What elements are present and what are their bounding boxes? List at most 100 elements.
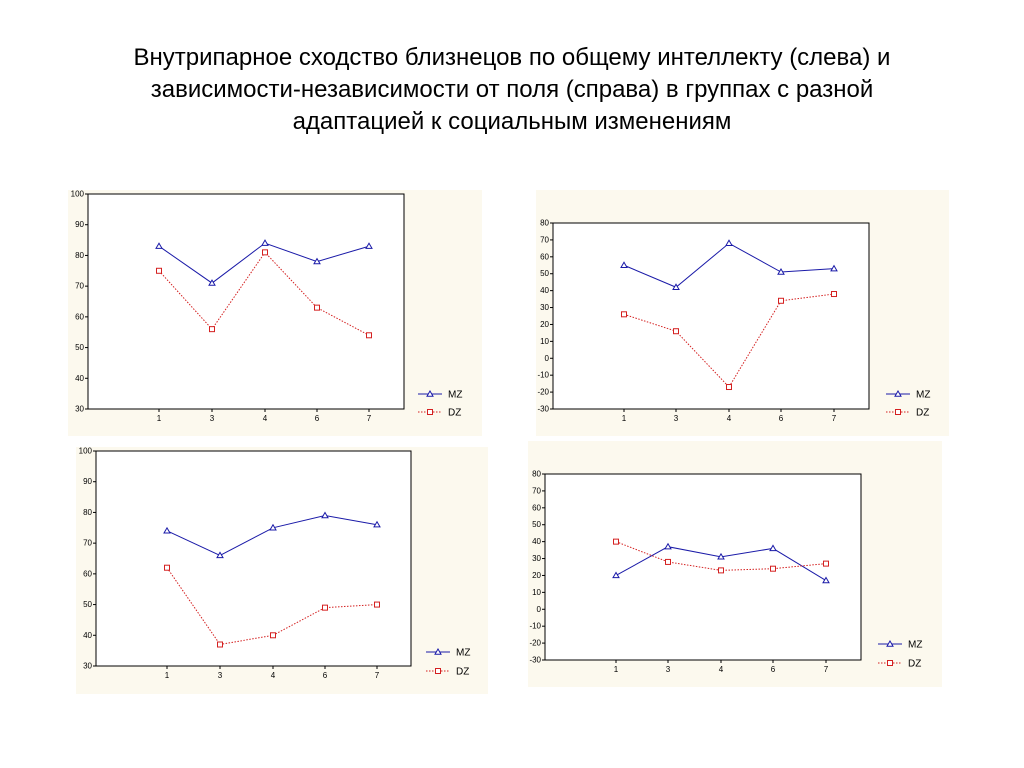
data-point-dz: [156, 267, 162, 274]
data-point-dz: [831, 291, 837, 298]
data-point-mz: [777, 268, 785, 275]
legend-label-dz: DZ: [908, 659, 921, 670]
y-tick-label: 30: [75, 405, 84, 414]
x-tick-label: 3: [666, 665, 671, 674]
x-tick-label: 1: [614, 665, 619, 674]
title-line-2: зависимости-независимости от поля (справ…: [150, 76, 874, 103]
y-tick-label: 40: [540, 286, 549, 295]
y-tick-label: 70: [540, 235, 549, 244]
x-tick-label: 1: [157, 414, 162, 423]
data-point-dz: [322, 604, 328, 611]
y-tick-label: 60: [532, 503, 541, 512]
legend-marker-dz: [895, 409, 901, 415]
y-tick-label: 80: [83, 508, 92, 517]
title-line-1: Внутрипарное сходство близнецов по общем…: [133, 44, 891, 71]
data-point-dz: [270, 632, 276, 639]
y-tick-label: 0: [537, 605, 542, 614]
chart-svg: 80 70 60 50 40 30 20 10 0 -10 -20 -30 1 3 4 6 7 MZ DZ: [528, 441, 942, 687]
y-tick-label: 80: [532, 470, 541, 479]
data-point-mz: [365, 242, 373, 249]
data-point-mz: [155, 242, 163, 249]
data-point-dz: [164, 564, 170, 571]
data-point-dz: [718, 567, 724, 574]
plot-area: [95, 450, 412, 667]
y-tick-label: 20: [532, 571, 541, 580]
legend-label-dz: DZ: [916, 408, 929, 419]
y-tick-label: 80: [75, 251, 84, 260]
y-tick-label: 90: [75, 220, 84, 229]
data-point-mz: [216, 551, 224, 559]
x-tick-label: 7: [367, 414, 372, 423]
y-tick-label: 0: [545, 354, 550, 363]
slide-title: Внутрипарное сходство близнецов по общем…: [40, 42, 984, 138]
chart-panel-top-right: 80 70 60 50 40 30 20 10 0 -10 -20 -30 1 3 4 6 7 MZ DZ: [536, 190, 949, 436]
x-tick-label: 3: [218, 671, 223, 680]
data-point-mz: [664, 542, 672, 550]
data-point-mz: [612, 571, 620, 579]
legend-label-dz: DZ: [456, 667, 469, 678]
data-point-mz: [208, 279, 216, 286]
x-tick-label: 4: [719, 665, 724, 674]
data-point-mz: [313, 257, 321, 265]
data-point-mz: [269, 523, 277, 531]
x-tick-label: 6: [315, 414, 320, 423]
data-point-dz: [621, 311, 627, 318]
data-point-dz: [217, 641, 223, 648]
x-tick-label: 6: [771, 665, 776, 674]
legend-label-dz: DZ: [448, 408, 461, 419]
legend-marker-dz: [887, 660, 893, 666]
x-tick-label: 3: [210, 414, 215, 423]
data-point-dz: [778, 297, 784, 304]
y-tick-label: 90: [83, 477, 92, 486]
legend-marker-mz: [434, 647, 442, 655]
data-point-dz: [673, 328, 679, 335]
y-tick-label: 40: [532, 537, 541, 546]
y-tick-label: 50: [540, 269, 549, 278]
data-point-mz: [261, 239, 269, 246]
legend-marker-dz: [427, 409, 433, 415]
y-tick-label: -10: [529, 622, 541, 631]
plot-area: [87, 193, 405, 410]
chart-svg: 100 90 80 70 60 50 40 30 1 3 4 6 7 MZ DZ: [76, 447, 488, 694]
data-point-mz: [717, 552, 725, 560]
y-tick-label: 70: [532, 486, 541, 495]
y-tick-label: 50: [75, 343, 84, 352]
data-point-dz: [374, 601, 380, 608]
x-tick-label: 1: [622, 414, 627, 423]
data-point-mz: [321, 511, 329, 519]
x-tick-label: 6: [323, 671, 328, 680]
y-tick-label: 100: [71, 190, 85, 199]
x-tick-label: 3: [674, 414, 679, 423]
legend-marker-dz: [435, 668, 441, 674]
y-tick-label: 70: [75, 282, 84, 291]
y-tick-label: 10: [540, 337, 549, 346]
y-tick-label: 30: [532, 554, 541, 563]
y-tick-label: 20: [540, 320, 549, 329]
legend-marker-mz: [426, 389, 434, 397]
chart-panel-top-left: 100 90 80 70 60 50 40 30 1 3 4 6 7 MZ DZ: [68, 190, 482, 436]
y-tick-label: 50: [83, 600, 92, 609]
data-point-mz: [163, 526, 171, 534]
y-tick-label: 10: [532, 588, 541, 597]
data-point-mz: [672, 283, 680, 290]
data-point-dz: [665, 558, 671, 565]
y-tick-label: 80: [540, 219, 549, 228]
y-tick-label: -30: [537, 405, 549, 414]
y-tick-label: 70: [83, 539, 92, 548]
y-tick-label: 60: [83, 569, 92, 578]
y-tick-label: 100: [79, 447, 93, 456]
x-tick-label: 7: [824, 665, 829, 674]
y-tick-label: 30: [540, 303, 549, 312]
y-tick-label: 50: [532, 520, 541, 529]
legend-label-mz: MZ: [456, 648, 470, 659]
data-point-mz: [725, 239, 733, 246]
legend-marker-mz: [886, 639, 894, 647]
data-point-dz: [262, 249, 268, 256]
x-tick-label: 4: [263, 414, 268, 423]
data-point-mz: [620, 261, 628, 268]
x-tick-label: 4: [727, 414, 732, 423]
data-point-dz: [314, 304, 320, 311]
legend-marker-mz: [894, 389, 902, 397]
chart-svg: 80 70 60 50 40 30 20 10 0 -10 -20 -30 1 3 4 6 7 MZ DZ: [536, 190, 949, 436]
y-tick-label: 30: [83, 662, 92, 671]
